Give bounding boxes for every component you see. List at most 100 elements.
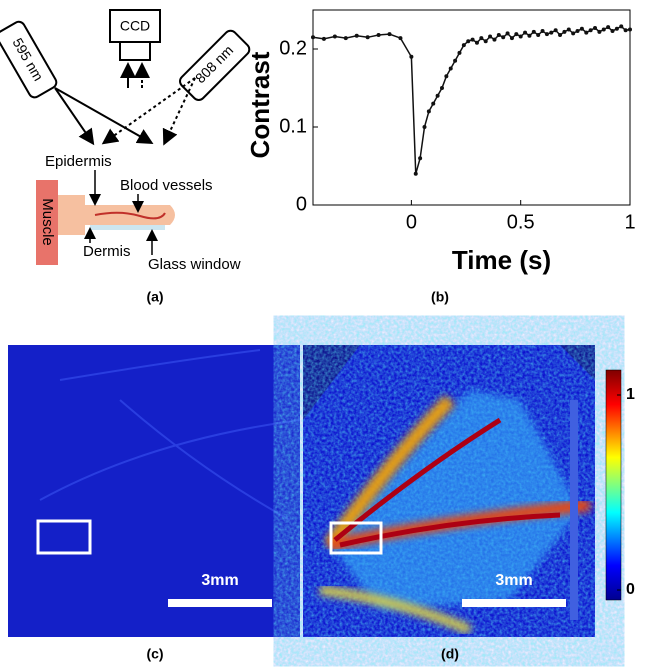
data-point xyxy=(593,25,598,30)
muscle-label: Muscle xyxy=(39,198,56,246)
data-point xyxy=(619,24,624,29)
data-point xyxy=(571,31,576,36)
data-point xyxy=(431,101,436,106)
data-point xyxy=(376,32,381,37)
roi-box xyxy=(36,519,92,555)
data-point xyxy=(544,32,549,37)
glass xyxy=(90,225,165,230)
plot-frame xyxy=(312,9,631,206)
data-point xyxy=(601,27,606,32)
data-point xyxy=(628,27,632,32)
colorbar xyxy=(605,369,622,601)
arrow xyxy=(162,77,196,146)
data-point xyxy=(398,36,403,41)
data-point xyxy=(531,29,536,34)
y-tick-label: 0.2 xyxy=(279,37,307,59)
scale-bar xyxy=(168,599,272,607)
data-point xyxy=(470,37,475,42)
perfusion-map xyxy=(303,345,595,637)
y-tick-label: 0.1 xyxy=(279,115,307,137)
scale-label: 3mm xyxy=(495,572,532,589)
window-label: Glass window xyxy=(148,256,241,273)
data-point xyxy=(422,125,427,129)
data-point xyxy=(418,156,423,161)
panel-label: (a) xyxy=(146,289,163,305)
y-axis-label: Contrast xyxy=(245,51,275,158)
data-point xyxy=(514,32,519,37)
arrow xyxy=(54,87,95,146)
data-point xyxy=(584,30,589,35)
data-point xyxy=(540,29,545,34)
data-point xyxy=(321,36,326,41)
data-point xyxy=(558,32,563,37)
data-point xyxy=(488,34,493,39)
data-point xyxy=(579,26,584,31)
y-tick-label: 0 xyxy=(296,193,307,215)
data-point xyxy=(435,93,440,98)
panel-label: (b) xyxy=(431,289,449,305)
window-edge xyxy=(570,400,578,620)
data-point xyxy=(536,32,541,37)
data-point xyxy=(311,35,315,40)
data-point xyxy=(444,74,449,79)
scale-bar xyxy=(462,599,566,607)
data-point xyxy=(597,29,602,34)
data-point xyxy=(466,39,471,44)
data-point xyxy=(575,29,580,34)
data-point xyxy=(588,28,593,33)
vessels-label: Blood vessels xyxy=(120,177,213,194)
setup-diagram: 595 nm CCD 808 nm Muscle Epidermis Blood… xyxy=(0,9,251,273)
data-line xyxy=(312,25,631,175)
data-point xyxy=(365,35,370,40)
laser-box xyxy=(0,20,58,99)
data-point xyxy=(354,33,359,38)
data-point xyxy=(426,109,431,114)
data-point xyxy=(523,30,528,35)
data-point xyxy=(439,86,444,90)
camera-box xyxy=(109,9,161,43)
data-point xyxy=(409,54,414,59)
data-point xyxy=(387,32,392,37)
data-point xyxy=(343,36,348,41)
data-point xyxy=(553,28,558,33)
data-point xyxy=(461,43,466,48)
data-point xyxy=(496,32,501,37)
data-point xyxy=(474,40,479,45)
data-point xyxy=(457,50,462,55)
data-point xyxy=(483,39,488,44)
x-tick-label: 1 xyxy=(624,211,635,233)
laser-box xyxy=(179,29,251,101)
data-point xyxy=(614,26,619,31)
camera-lens xyxy=(119,41,151,61)
colorbar-label: 0 xyxy=(626,581,635,598)
data-point xyxy=(479,36,484,41)
data-point xyxy=(501,35,506,40)
data-point xyxy=(623,28,628,33)
vessel-trace xyxy=(39,349,301,521)
epidermis-label: Epidermis xyxy=(45,153,112,170)
colorbar-label: 1 xyxy=(626,386,635,403)
data-point xyxy=(448,66,453,71)
x-tick-label: 0.5 xyxy=(507,211,535,233)
data-point xyxy=(527,33,532,38)
x-tick-label: 0 xyxy=(406,211,417,233)
data-point xyxy=(566,27,571,32)
vessel xyxy=(94,211,166,220)
panel-label: (d) xyxy=(441,646,459,662)
data-point xyxy=(332,34,337,39)
data-point xyxy=(610,29,615,34)
image-c xyxy=(8,345,300,637)
data-point xyxy=(549,30,554,35)
data-point xyxy=(453,58,458,63)
data-point xyxy=(562,29,567,34)
data-point xyxy=(606,25,611,30)
roi-box xyxy=(329,521,383,555)
data-point xyxy=(505,31,510,36)
scale-label: 3mm xyxy=(201,572,238,589)
contrast-chart: 0 0.5 1 0 0.1 0.2 Time (s) Contrast (b) xyxy=(245,9,636,305)
data-point xyxy=(413,171,418,176)
dermis-label: Dermis xyxy=(83,243,131,260)
data-point xyxy=(509,36,514,41)
panel-label: (c) xyxy=(146,646,163,662)
